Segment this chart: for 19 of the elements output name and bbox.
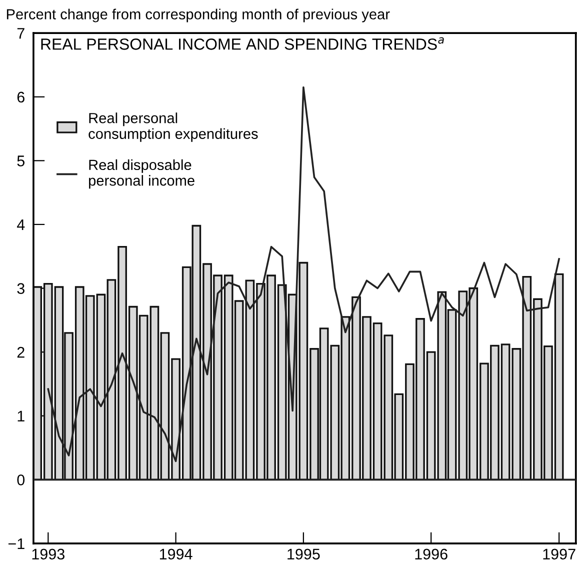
y-tick-label: −1 [8, 538, 24, 549]
y-tick-label: 6 [17, 92, 24, 103]
x-tick-label: 1997 [543, 548, 576, 560]
x-tick-label: 1993 [32, 548, 64, 560]
y-tick-label: 5 [17, 156, 24, 166]
x-tick-label: 1996 [415, 548, 448, 560]
y-tick-label: 1 [18, 410, 24, 422]
chart-title: REAL PERSONAL INCOME AND SPENDING TRENDS$^{a}$ [41, 37, 444, 50]
x-tick-label: 1994 [160, 548, 192, 560]
y-tick-label: 2 [17, 346, 24, 358]
line-series [47, 86, 560, 462]
y-axis-title: Percent change from corresponding month of previous year [6, 8, 390, 22]
y-tick-label: 7 [17, 28, 24, 39]
legend-label: Real disposable personal income [89, 159, 194, 189]
y-tick-label: 3 [17, 283, 24, 294]
y-tick-label: 4 [16, 219, 25, 230]
x-tick-label: 1995 [288, 548, 320, 560]
y-tick-label: 0 [17, 474, 25, 486]
legend-label: Real personal consumption expenditures [88, 112, 258, 142]
